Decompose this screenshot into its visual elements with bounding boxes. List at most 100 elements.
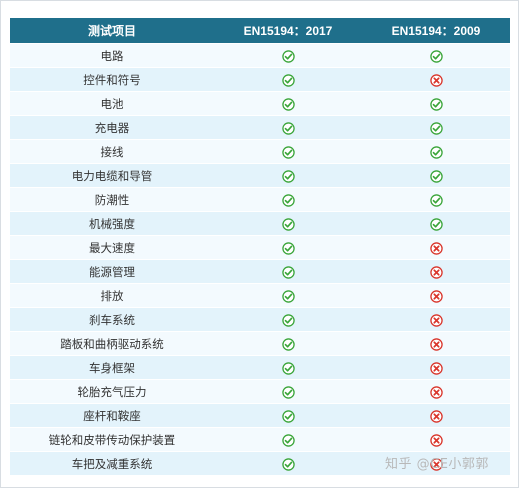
check-icon	[281, 361, 295, 375]
table-row: 控件和符号	[10, 67, 510, 92]
header-en15194-2017: EN15194：2017	[214, 18, 362, 44]
cross-icon	[429, 433, 443, 447]
table-row: 踏板和曲柄驱动系统	[10, 331, 510, 356]
result-2017-cell	[214, 451, 362, 476]
result-2009-cell	[362, 355, 510, 380]
cross-icon	[429, 241, 443, 255]
table-row: 充电器	[10, 115, 510, 140]
result-2017-cell	[214, 67, 362, 92]
check-icon	[429, 145, 443, 159]
check-icon	[281, 385, 295, 399]
table-row: 电路	[10, 43, 510, 68]
table-row: 排放	[10, 283, 510, 308]
result-2009-cell	[362, 187, 510, 212]
result-2009-cell	[362, 451, 510, 476]
result-2017-cell	[214, 427, 362, 452]
table-row: 座杆和鞍座	[10, 403, 510, 428]
result-2009-cell	[362, 283, 510, 308]
result-2009-cell	[362, 211, 510, 236]
cross-icon	[429, 337, 443, 351]
cross-icon	[429, 385, 443, 399]
result-2009-cell	[362, 67, 510, 92]
result-2017-cell	[214, 91, 362, 116]
check-icon	[281, 217, 295, 231]
result-2017-cell	[214, 403, 362, 428]
result-2009-cell	[362, 115, 510, 140]
table-row: 轮胎充气压力	[10, 379, 510, 404]
test-item-cell: 控件和符号	[10, 67, 214, 92]
result-2017-cell	[214, 331, 362, 356]
test-item-cell: 最大速度	[10, 235, 214, 260]
check-icon	[281, 289, 295, 303]
check-icon	[281, 145, 295, 159]
cross-icon	[429, 361, 443, 375]
check-icon	[281, 97, 295, 111]
table-body: 电路 控件和符号 电池 充电器 接线 电力电缆和导管 防潮性 机械强度 最大速度 能源管理 排放 刹车…	[10, 43, 510, 476]
check-icon	[281, 457, 295, 471]
test-item-cell: 车把及减重系统	[10, 451, 214, 476]
result-2017-cell	[214, 235, 362, 260]
test-item-cell: 接线	[10, 139, 214, 164]
result-2009-cell	[362, 235, 510, 260]
check-icon	[281, 409, 295, 423]
test-item-cell: 电池	[10, 91, 214, 116]
header-test-item: 测试项目	[10, 18, 214, 44]
test-item-cell: 电力电缆和导管	[10, 163, 214, 188]
cross-icon	[429, 457, 443, 471]
test-item-cell: 电路	[10, 43, 214, 68]
check-icon	[281, 337, 295, 351]
check-icon	[281, 433, 295, 447]
result-2009-cell	[362, 91, 510, 116]
check-icon	[429, 49, 443, 63]
test-item-cell: 链轮和皮带传动保护装置	[10, 427, 214, 452]
result-2009-cell	[362, 379, 510, 404]
table-row: 车把及减重系统	[10, 451, 510, 476]
check-icon	[429, 97, 443, 111]
check-icon	[281, 49, 295, 63]
result-2017-cell	[214, 115, 362, 140]
result-2017-cell	[214, 187, 362, 212]
check-icon	[281, 193, 295, 207]
table-header-row: 测试项目 EN15194：2017 EN15194：2009	[10, 18, 510, 44]
result-2017-cell	[214, 43, 362, 68]
check-icon	[281, 169, 295, 183]
test-item-cell: 刹车系统	[10, 307, 214, 332]
test-item-cell: 防潮性	[10, 187, 214, 212]
table-row: 电力电缆和导管	[10, 163, 510, 188]
check-icon	[429, 193, 443, 207]
check-icon	[281, 121, 295, 135]
table-row: 链轮和皮带传动保护装置	[10, 427, 510, 452]
table-row: 接线	[10, 139, 510, 164]
result-2017-cell	[214, 355, 362, 380]
test-item-cell: 能源管理	[10, 259, 214, 284]
test-item-cell: 排放	[10, 283, 214, 308]
check-icon	[281, 241, 295, 255]
test-item-cell: 充电器	[10, 115, 214, 140]
table-row: 车身框架	[10, 355, 510, 380]
result-2017-cell	[214, 379, 362, 404]
test-item-cell: 轮胎充气压力	[10, 379, 214, 404]
test-item-cell: 机械强度	[10, 211, 214, 236]
result-2017-cell	[214, 307, 362, 332]
cross-icon	[429, 409, 443, 423]
check-icon	[429, 121, 443, 135]
result-2009-cell	[362, 331, 510, 356]
result-2009-cell	[362, 427, 510, 452]
table-row: 机械强度	[10, 211, 510, 236]
result-2017-cell	[214, 139, 362, 164]
check-icon	[429, 217, 443, 231]
cross-icon	[429, 289, 443, 303]
test-item-cell: 座杆和鞍座	[10, 403, 214, 428]
result-2009-cell	[362, 139, 510, 164]
table-row: 电池	[10, 91, 510, 116]
result-2017-cell	[214, 211, 362, 236]
comparison-table: 测试项目 EN15194：2017 EN15194：2009 电路 控件和符号 电池…	[10, 18, 510, 476]
result-2017-cell	[214, 283, 362, 308]
cross-icon	[429, 313, 443, 327]
result-2009-cell	[362, 307, 510, 332]
table-row: 最大速度	[10, 235, 510, 260]
result-2017-cell	[214, 259, 362, 284]
table-row: 能源管理	[10, 259, 510, 284]
test-item-cell: 踏板和曲柄驱动系统	[10, 331, 214, 356]
check-icon	[429, 169, 443, 183]
